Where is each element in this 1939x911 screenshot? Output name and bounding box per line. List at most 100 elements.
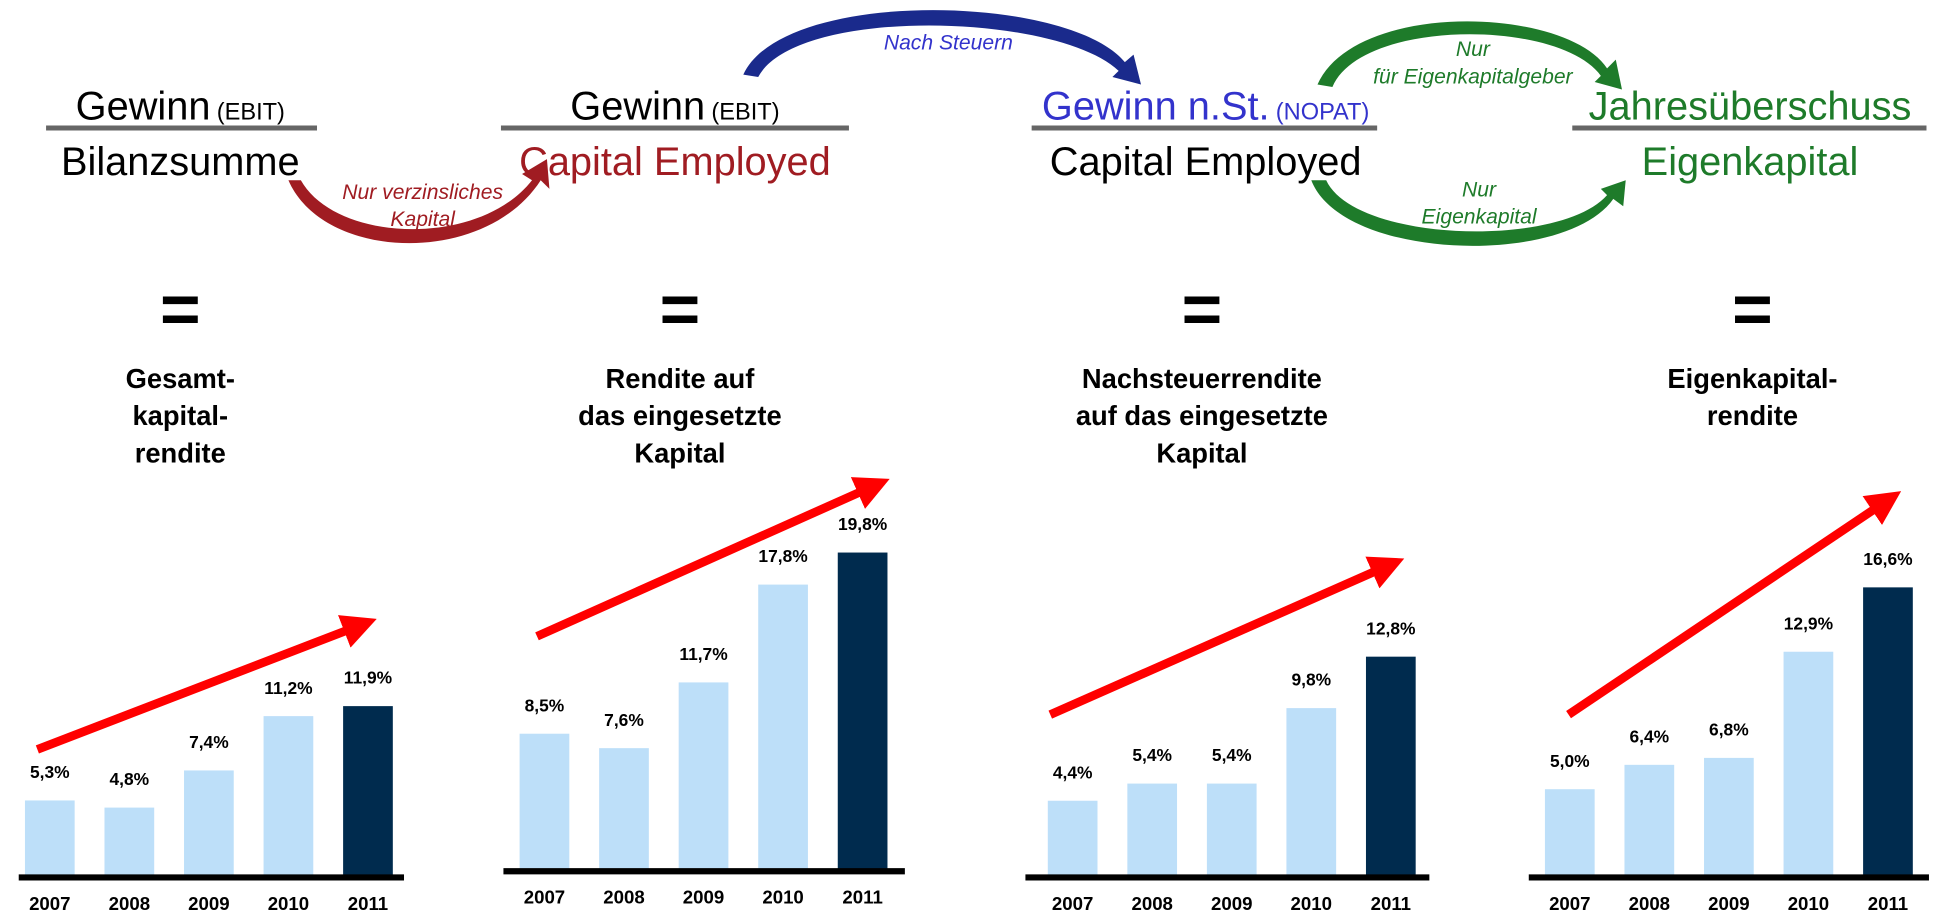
curved-arrows — [288, 10, 1626, 246]
chart-title: Gesamt- — [126, 363, 235, 394]
bar — [519, 733, 570, 870]
value-label: 11,7% — [679, 644, 727, 664]
x-tick-label: 2011 — [348, 893, 388, 911]
annotation: für Eigenkapitalgeber — [1373, 65, 1573, 88]
chart-title: Kapital — [634, 437, 725, 468]
x-tick-label: 2011 — [1868, 893, 1908, 911]
x-tick-label: 2007 — [1052, 893, 1093, 911]
numerator-suffix: (EBIT) — [711, 99, 779, 125]
numerator: Jahresüberschuss — [1589, 84, 1912, 128]
trend-arrow — [1048, 556, 1405, 719]
numerator-text: Gewinn — [76, 84, 211, 128]
numerator-suffix: (EBIT) — [217, 99, 285, 125]
trend-arrow — [535, 477, 890, 641]
bar — [758, 584, 808, 870]
value-label: 17,8% — [758, 546, 807, 566]
value-label: 5,3% — [30, 762, 70, 782]
chart-title: auf das eingesetzte — [1076, 400, 1328, 431]
x-tick-label: 2007 — [524, 887, 565, 908]
chart-title: Eigenkapital- — [1667, 363, 1837, 394]
chart-title: rendite — [135, 437, 226, 468]
x-tick-label: 2011 — [1371, 893, 1411, 911]
bar — [184, 770, 234, 877]
x-tick-label: 2007 — [1549, 893, 1590, 911]
annotation: Nach Steuern — [884, 32, 1013, 55]
trend-arrows — [35, 477, 1902, 754]
numerator-suffix: (NOPAT) — [1276, 99, 1370, 125]
bar — [1365, 656, 1416, 877]
trend-arrow — [1566, 491, 1902, 719]
equals-sign: = — [160, 270, 201, 348]
value-label: 6,4% — [1630, 726, 1670, 746]
x-tick-label: 2008 — [1629, 893, 1670, 911]
bar — [1624, 764, 1675, 877]
value-label: 5,4% — [1212, 745, 1252, 765]
bar — [24, 800, 75, 877]
x-tick-label: 2009 — [1708, 893, 1749, 911]
bar — [343, 706, 393, 877]
x-tick-label: 2008 — [109, 893, 150, 911]
bar — [1544, 789, 1595, 877]
x-tick-label: 2010 — [762, 887, 803, 908]
value-label: 16,6% — [1863, 549, 1912, 569]
trend-arrow — [35, 615, 377, 754]
chart-title: kapital- — [132, 400, 228, 431]
bar — [1047, 800, 1098, 877]
value-label: 5,4% — [1132, 745, 1172, 765]
chart-title: Rendite auf — [606, 363, 756, 394]
numerator-text: Jahresüberschuss — [1589, 84, 1912, 128]
x-tick-label: 2008 — [1131, 893, 1172, 911]
x-tick-label: 2011 — [842, 887, 882, 908]
x-tick-label: 2010 — [1291, 893, 1332, 911]
bar — [1206, 783, 1257, 877]
equals-sign: = — [660, 270, 701, 348]
annotation: Kapital — [390, 208, 456, 231]
x-tick-label: 2009 — [1211, 893, 1252, 911]
annotation: Nur — [1456, 38, 1491, 61]
denominator: Bilanzsumme — [61, 140, 300, 184]
curve-arrow — [1311, 180, 1626, 246]
annotation: Nur — [1462, 178, 1497, 201]
curve-arrow — [743, 10, 1142, 85]
value-label: 7,4% — [189, 732, 229, 752]
value-label: 7,6% — [604, 710, 644, 730]
x-tick-label: 2010 — [268, 893, 309, 911]
value-label: 4,4% — [1053, 762, 1093, 782]
numerator-text: Gewinn n.St. — [1042, 84, 1270, 128]
x-tick-label: 2009 — [683, 887, 724, 908]
equals-sign: = — [1182, 270, 1223, 348]
value-label: 11,2% — [264, 678, 312, 698]
chart-title: das eingesetzte — [578, 400, 782, 431]
value-label: 11,9% — [344, 668, 392, 688]
bar — [678, 682, 729, 870]
bar — [104, 807, 155, 877]
numerator: Gewinn (EBIT) — [76, 84, 285, 128]
numerator-text: Gewinn — [570, 84, 705, 128]
x-tick-label: 2007 — [29, 893, 70, 911]
annotation: Eigenkapital — [1422, 206, 1538, 229]
value-label: 12,8% — [1366, 618, 1415, 638]
x-tick-label: 2010 — [1788, 893, 1829, 911]
denominator: Eigenkapital — [1642, 140, 1859, 184]
bar — [837, 552, 888, 870]
value-label: 4,8% — [110, 769, 150, 789]
bar — [1704, 757, 1754, 877]
chart-title: rendite — [1707, 400, 1798, 431]
annotation: Nur verzinsliches — [342, 181, 503, 204]
numerator: Gewinn n.St. (NOPAT) — [1042, 84, 1369, 128]
bar — [1286, 708, 1337, 877]
equals-sign: = — [1732, 270, 1773, 348]
value-label: 19,8% — [838, 514, 887, 534]
bar — [263, 716, 314, 877]
chart-title: Kapital — [1156, 437, 1247, 468]
value-label: 6,8% — [1709, 720, 1749, 740]
chart-title: Nachsteuerrendite — [1082, 363, 1322, 394]
value-label: 8,5% — [525, 695, 565, 715]
denominator: Capital Employed — [519, 140, 831, 184]
x-tick-label: 2008 — [603, 887, 644, 908]
x-tick-label: 2009 — [188, 893, 229, 911]
bar — [599, 748, 649, 870]
value-label: 9,8% — [1291, 670, 1331, 690]
value-label: 12,9% — [1784, 613, 1833, 633]
